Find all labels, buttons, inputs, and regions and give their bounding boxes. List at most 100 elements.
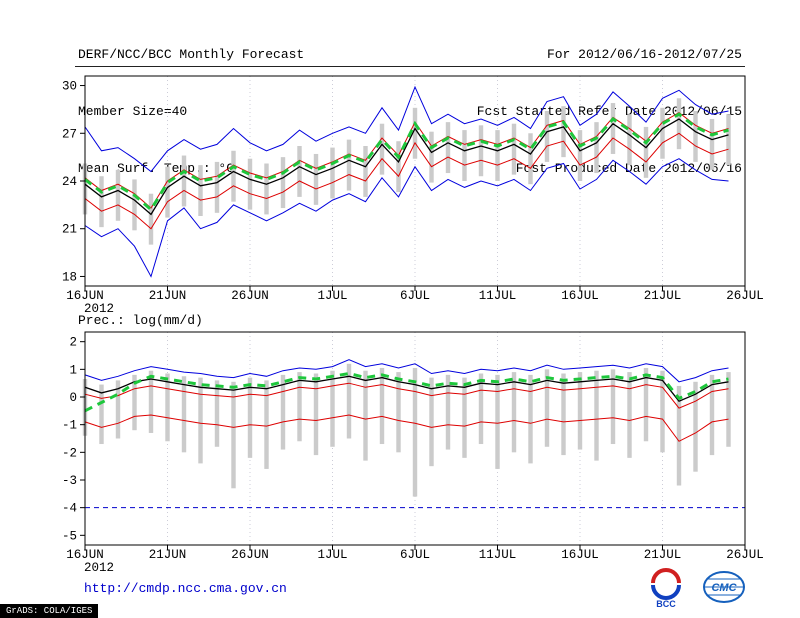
- bcc-logo: BCC: [651, 568, 681, 609]
- ensemble-spread-bar: [148, 370, 154, 433]
- ensemble-spread-bar: [198, 165, 203, 216]
- ensemble-spread-bar: [231, 150, 236, 202]
- ensemble-spread-bar: [594, 370, 599, 461]
- ensemble-spread-bar: [181, 376, 187, 453]
- ensemble-spread-bar: [676, 385, 682, 486]
- y-tick-label: 27: [62, 127, 77, 141]
- x-tick-label: 26JUL: [726, 289, 764, 303]
- x-tick-label: 6JUL: [400, 548, 430, 562]
- y-tick-label: -4: [62, 502, 77, 516]
- x-tick-label: 21JUN: [149, 289, 187, 303]
- series-ensemble-max: [84, 359, 729, 383]
- x-tick-label: 16JUN: [66, 289, 104, 303]
- y-tick-label: -3: [62, 474, 77, 488]
- ensemble-spread-bar: [165, 373, 170, 442]
- series-calibrated-forecast: [84, 112, 729, 212]
- cmc-logo: CMC: [703, 571, 745, 603]
- ensemble-spread-bar: [132, 374, 137, 431]
- header-right: For 2012/06/16-2012/07/25 Fcst Started R…: [477, 7, 742, 216]
- x-tick-label: 21JUN: [149, 548, 187, 562]
- x-tick-label: 21JUL: [644, 548, 682, 562]
- precipitation-chart: 16JUN 21JUN 26JUN 1JUL 6JUL 11JUL 16JUL 21JUL 26…: [62, 331, 764, 575]
- x-tick-label: 1JUL: [317, 289, 347, 303]
- ensemble-spread-bar: [445, 374, 451, 450]
- ensemble-spread-bar: [148, 193, 154, 245]
- series-upper-quartile: [84, 111, 729, 209]
- ensemble-spread-bar: [165, 166, 170, 218]
- ensemble-spread-bar: [412, 107, 418, 159]
- cmc-logo-lines: [704, 578, 744, 596]
- y-tick-label: 0: [69, 391, 77, 405]
- year-label: 2012: [84, 302, 114, 314]
- ensemble-spread-bar: [544, 111, 550, 162]
- ensemble-spread-bar: [330, 147, 335, 199]
- y-tick-label: 18: [62, 270, 77, 284]
- ensemble-spread-bar: [693, 111, 698, 162]
- series-calibrated-forecast: [84, 371, 729, 413]
- ensemble-spread-bar: [280, 374, 286, 450]
- ensemble-spread-bar: [412, 367, 418, 497]
- y-tick-label: -2: [62, 446, 77, 460]
- series-ensemble-min: [84, 158, 729, 278]
- ensemble-spread-bar: [313, 373, 319, 456]
- temperature-chart: 16JUN 21JUN 26JUN 1JUL 6JUL 11JUL 16JUL 21JUL 26…: [62, 75, 764, 314]
- ensemble-spread-bar: [264, 380, 269, 469]
- x-tick-label: 11JUL: [479, 289, 517, 303]
- y-tick-label: 1: [69, 363, 77, 377]
- y-tick-label: 2: [69, 336, 77, 350]
- ensemble-spread-bar: [478, 373, 484, 445]
- ensemble-spread-bar: [478, 125, 484, 177]
- ensemble-spread-bar: [214, 380, 220, 447]
- ensemble-spread-bar: [643, 126, 649, 178]
- refer-date-label: Fcst Started Refer Date 2012/06/15: [476, 104, 742, 119]
- ensemble-spread-bar: [709, 374, 715, 456]
- year-label: 2012: [84, 561, 114, 575]
- ensemble-spread-bar: [495, 130, 500, 181]
- ensemble-spread-bar: [280, 157, 286, 209]
- ensemble-spread-bar: [561, 373, 566, 456]
- cmc-logo-label: CMC: [711, 582, 737, 594]
- ensemble-spread-bar: [99, 176, 104, 228]
- ensemble-spread-bar: [115, 380, 121, 439]
- ensemble-spread-bar: [594, 122, 599, 174]
- ensemble-spread-bar: [660, 370, 665, 453]
- ensemble-spread-bar: [610, 369, 616, 445]
- ensemble-spread-bar: [181, 155, 187, 207]
- source-url[interactable]: http://cmdp.ncc.cma.gov.cn: [84, 581, 287, 596]
- x-tick-label: 6JUL: [400, 289, 430, 303]
- ensemble-spread-bar: [528, 133, 533, 185]
- series-lower-quartile: [84, 132, 729, 230]
- ensemble-spread-bar: [297, 372, 302, 442]
- ensemble-spread-bar: [627, 372, 632, 458]
- x-tick-label: 16JUL: [561, 289, 599, 303]
- x-tick-label: 26JUN: [231, 289, 269, 303]
- ensemble-spread-bar: [610, 103, 616, 154]
- ensemble-spread-bar: [511, 372, 517, 453]
- ensemble-spread-bar: [297, 146, 302, 197]
- x-tick-label: 26JUL: [726, 548, 764, 562]
- ensemble-spread-bar: [198, 377, 203, 464]
- y-tick-label: -1: [62, 419, 77, 433]
- series-ensemble-mean: [84, 375, 729, 402]
- footer-logos: BCC CMC: [644, 567, 748, 609]
- x-tick-label: 11JUL: [479, 548, 517, 562]
- ensemble-spread-bar: [726, 114, 731, 166]
- x-tick-label: 16JUN: [66, 548, 104, 562]
- bcc-logo-label: BCC: [656, 599, 676, 609]
- ensemble-spread-bar: [132, 179, 137, 231]
- forecast-range-label: For 2012/06/16-2012/07/25: [546, 47, 742, 62]
- ensemble-spread-bar: [577, 130, 583, 181]
- ensemble-spread-bar: [643, 367, 649, 442]
- ensemble-spread-bar: [693, 381, 698, 472]
- ensemble-spread-bar: [346, 363, 352, 439]
- ensemble-spread-bar: [627, 114, 632, 166]
- ensemble-spread-bar: [462, 130, 467, 181]
- ensemble-spread-bar: [577, 372, 583, 450]
- ensemble-spread-bar: [115, 169, 121, 221]
- series-lower-quartile: [84, 414, 729, 442]
- produced-date-label: Fcst Produced Date 2012/06/16: [515, 161, 742, 176]
- ensemble-spread-bar: [396, 141, 401, 193]
- ensemble-spread-bar: [396, 372, 401, 453]
- bcc-logo-blue-arc: [651, 584, 681, 600]
